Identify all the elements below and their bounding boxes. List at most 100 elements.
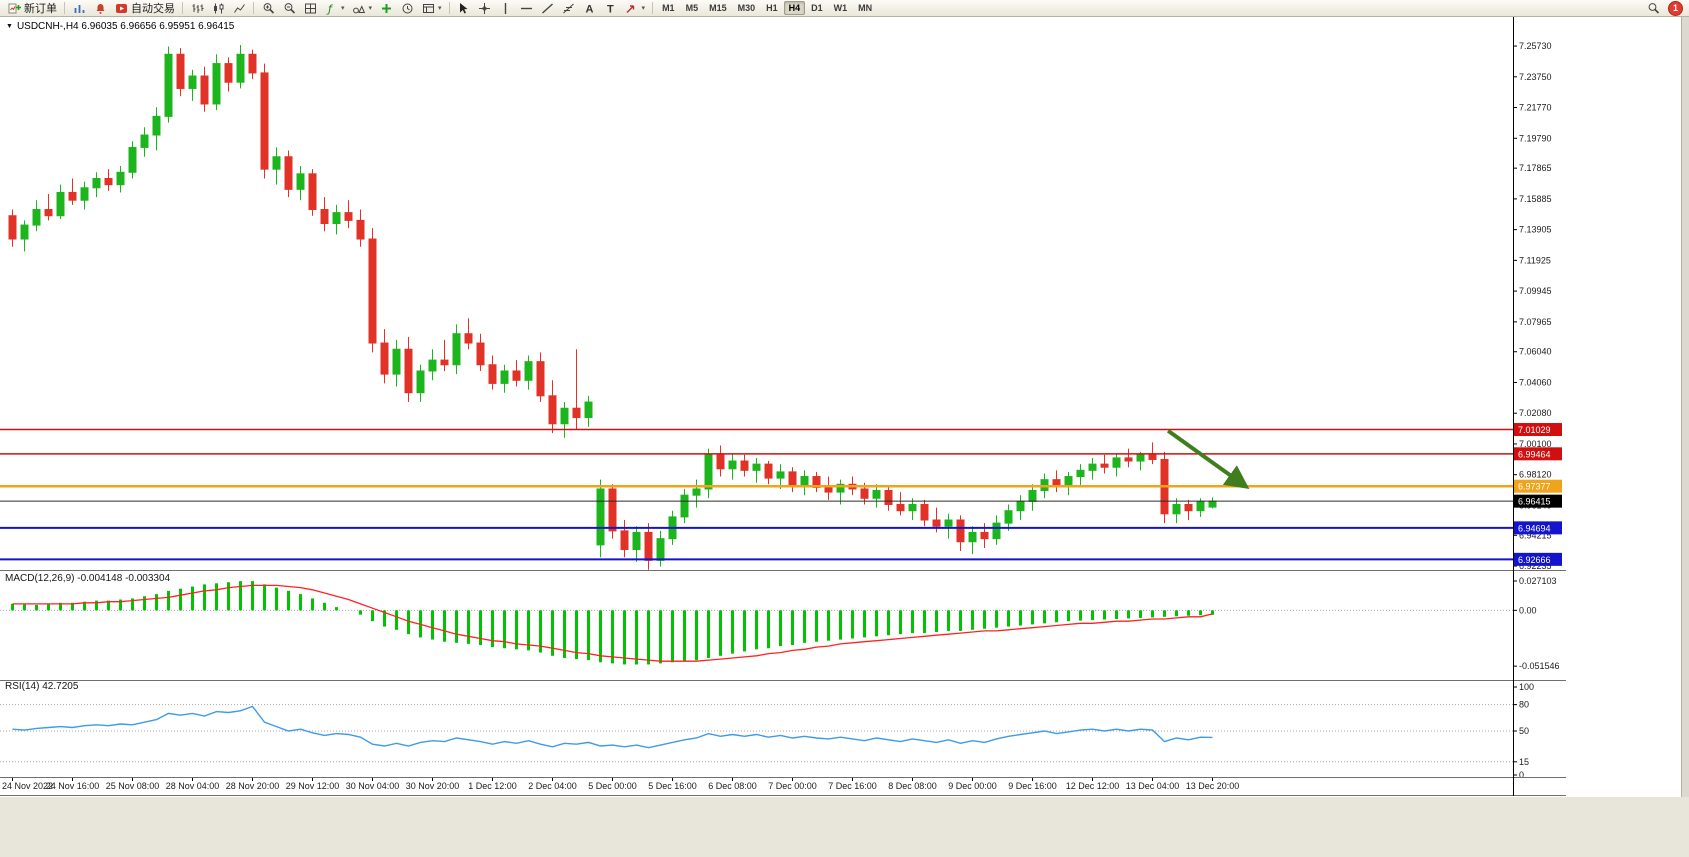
- svg-text:7.01029: 7.01029: [1518, 425, 1551, 435]
- chart-window: 7.25730 7.23750 7.21770 7.19790 7.17865 7.158…: [0, 17, 1689, 797]
- chevron-down-icon: ▾: [341, 4, 345, 12]
- market-watch-icon: [72, 2, 86, 15]
- macd-axis: 0.027103 0.00 -0.051546: [1513, 576, 1560, 671]
- crosshair-icon: [478, 2, 492, 15]
- timeframe-h4[interactable]: H4: [783, 1, 806, 15]
- svg-text:7 Dec 16:00: 7 Dec 16:00: [828, 781, 877, 791]
- candlestick-chart-icon: [211, 2, 225, 15]
- timeframe-m5[interactable]: M5: [681, 1, 704, 15]
- chevron-down-icon: ▾: [641, 4, 646, 12]
- indicators-button[interactable]: ƒ ▾: [321, 1, 348, 16]
- horizontal-line-icon: [520, 2, 534, 15]
- zoom-in-icon: [261, 2, 275, 15]
- panel-separators[interactable]: [0, 17, 1566, 796]
- timeframe-h1[interactable]: H1: [761, 1, 783, 15]
- svg-text:7 Dec 00:00: 7 Dec 00:00: [768, 781, 817, 791]
- svg-text:6.92235: 6.92235: [1519, 561, 1552, 571]
- rsi-panel: [0, 704, 1513, 763]
- zoom-out-icon: [282, 2, 296, 15]
- timeframe-mn[interactable]: MN: [853, 1, 877, 15]
- svg-text:24 Nov 16:00: 24 Nov 16:00: [46, 781, 100, 791]
- vertical-line-icon: [499, 2, 513, 15]
- svg-text:6.98120: 6.98120: [1519, 470, 1552, 480]
- label-button[interactable]: T: [601, 1, 621, 16]
- new-order-label: 新订单: [24, 3, 57, 15]
- label-icon: T: [604, 2, 618, 15]
- search-button[interactable]: [1643, 1, 1663, 16]
- svg-text:6.94694: 6.94694: [1518, 523, 1551, 533]
- indicators-icon: ƒ: [324, 2, 338, 15]
- toolbar-right-group: 1: [1643, 0, 1685, 16]
- timeframe-d1[interactable]: D1: [806, 1, 828, 15]
- chart-marker-icon[interactable]: ▼: [6, 23, 13, 30]
- svg-text:6.92666: 6.92666: [1518, 555, 1551, 565]
- svg-text:9 Dec 16:00: 9 Dec 16:00: [1008, 781, 1057, 791]
- line-chart-button[interactable]: [229, 1, 249, 16]
- templates-icon: [421, 2, 435, 15]
- svg-text:7.17865: 7.17865: [1519, 163, 1552, 173]
- symbol-ohlc-text: USDCNH-,H4 6.96035 6.96656 6.95951 6.964…: [16, 21, 235, 32]
- new-order-icon: [7, 2, 21, 15]
- svg-text:8 Dec 08:00: 8 Dec 08:00: [888, 781, 937, 791]
- svg-text:-0.051546: -0.051546: [1519, 661, 1560, 671]
- notification-badge[interactable]: 1: [1668, 0, 1683, 16]
- svg-text:15: 15: [1519, 757, 1529, 767]
- timeframe-w1[interactable]: W1: [829, 1, 853, 15]
- bar-chart-button[interactable]: [187, 1, 207, 16]
- auto-trading-button[interactable]: 自动交易: [111, 1, 178, 16]
- svg-text:50: 50: [1519, 726, 1529, 736]
- auto-trading-icon: [114, 2, 128, 15]
- candles-layer: [8, 44, 1217, 570]
- rsi-axis: 100 80 50 15 0: [1513, 682, 1534, 780]
- svg-text:6 Dec 08:00: 6 Dec 08:00: [708, 781, 757, 791]
- objects-button[interactable]: ▾: [349, 1, 376, 16]
- window-scrollbar[interactable]: [1681, 17, 1689, 797]
- tile-windows-button[interactable]: [300, 1, 320, 16]
- templates-button[interactable]: ▾: [418, 1, 445, 16]
- text-button[interactable]: A: [580, 1, 600, 16]
- macd-histogram: [11, 581, 1214, 665]
- svg-text:28 Nov 20:00: 28 Nov 20:00: [226, 781, 280, 791]
- crosshair-button[interactable]: [475, 1, 495, 16]
- new-order-button[interactable]: 新订单: [4, 1, 60, 16]
- zoom-in-button[interactable]: [258, 1, 278, 16]
- fibonacci-button[interactable]: [559, 1, 579, 16]
- candlestick-chart-button[interactable]: [208, 1, 228, 16]
- svg-text:24 Nov 2022: 24 Nov 2022: [2, 781, 53, 791]
- add-indicator-button[interactable]: [376, 1, 396, 16]
- horizontal-line-button[interactable]: [517, 1, 537, 16]
- rsi-indicator-label: RSI(14) 42.7205: [5, 681, 79, 692]
- period-clock-button[interactable]: [397, 1, 417, 16]
- timeframe-group: M1 M5 M15 M30 H1 H4 D1 W1 MN: [657, 1, 877, 15]
- price-badges: 7.01029 6.99464 6.97377 6.94694 6.92666 6.964…: [1514, 423, 1562, 566]
- objects-icon: [352, 2, 366, 15]
- zoom-out-button[interactable]: [279, 1, 299, 16]
- svg-text:29 Nov 12:00: 29 Nov 12:00: [286, 781, 340, 791]
- market-watch-button[interactable]: [69, 1, 89, 16]
- chart-canvas[interactable]: 7.25730 7.23750 7.21770 7.19790 7.17865 7.158…: [0, 17, 1689, 797]
- chevron-down-icon: ▾: [438, 4, 442, 12]
- fibonacci-icon: [562, 2, 576, 15]
- svg-text:7.11925: 7.11925: [1519, 255, 1551, 265]
- clock-icon: [400, 2, 414, 15]
- auto-trading-label: 自动交易: [131, 3, 175, 15]
- timeframe-m30[interactable]: M30: [733, 1, 761, 15]
- main-toolbar: 新订单 自动交易: [0, 0, 1689, 17]
- svg-text:12 Dec 12:00: 12 Dec 12:00: [1066, 781, 1120, 791]
- svg-text:ƒ: ƒ: [326, 2, 334, 15]
- arrows-button[interactable]: ▾: [622, 1, 649, 16]
- svg-text:7.06040: 7.06040: [1519, 347, 1552, 357]
- toolbar-separator: [64, 2, 65, 14]
- cursor-button[interactable]: [454, 1, 474, 16]
- timeframe-m1[interactable]: M1: [657, 1, 680, 15]
- svg-text:T: T: [607, 3, 614, 15]
- svg-text:6.97377: 6.97377: [1518, 482, 1551, 492]
- alerts-button[interactable]: [90, 1, 110, 16]
- svg-text:7.07965: 7.07965: [1519, 317, 1552, 327]
- timeframe-m15[interactable]: M15: [704, 1, 732, 15]
- trendline-button[interactable]: [538, 1, 558, 16]
- vertical-line-button[interactable]: [496, 1, 516, 16]
- toolbar-separator: [652, 2, 654, 14]
- annotation-arrow[interactable]: [1166, 429, 1250, 489]
